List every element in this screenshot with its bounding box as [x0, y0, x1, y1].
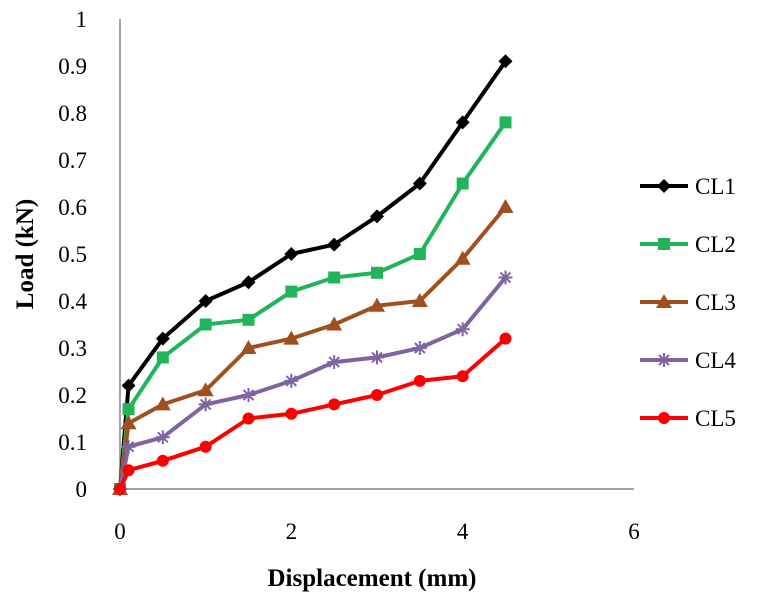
data-point [456, 177, 469, 190]
data-point [412, 341, 427, 355]
legend-label: CL5 [695, 406, 736, 431]
data-point [370, 209, 384, 224]
data-point [371, 389, 383, 401]
data-point [156, 454, 169, 467]
series-CL2 [114, 116, 512, 495]
series-line [118, 337, 507, 490]
y-tick-label: 0.5 [58, 242, 87, 267]
data-point [198, 397, 213, 412]
data-point [285, 407, 298, 420]
data-point [120, 415, 137, 430]
data-point [199, 318, 212, 331]
data-point [197, 382, 214, 397]
data-point [114, 483, 126, 495]
tick-labels: 0 0.1 0.2 0.3 0.4 0.5 0.6 0.7 0.8 0.9 1 0 2 4 6 [58, 7, 640, 544]
data-point [284, 373, 299, 388]
data-point [328, 271, 341, 284]
axes [119, 19, 634, 490]
legend-item: CL5 [640, 406, 736, 431]
data-point [454, 250, 471, 265]
legend-label: CL3 [695, 290, 736, 315]
series-CL1 [113, 54, 513, 496]
series-CL4 [113, 270, 513, 496]
data-point [199, 440, 212, 453]
data-point [455, 115, 470, 130]
data-point [456, 370, 469, 383]
data-point [411, 293, 428, 307]
x-tick-label: 0 [114, 519, 126, 544]
data-point [284, 247, 299, 261]
data-point [412, 176, 427, 191]
data-point [499, 116, 512, 129]
data-point [327, 237, 342, 252]
data-point [122, 403, 135, 416]
data-point [455, 322, 470, 337]
legend-item: CL2 [640, 232, 736, 257]
y-tick-label: 0.3 [58, 336, 87, 361]
data-point [328, 398, 341, 411]
x-tick-label: 4 [457, 519, 469, 544]
legend-marker [656, 294, 672, 308]
data-point [240, 340, 257, 354]
data-point [155, 430, 170, 445]
data-point [497, 199, 514, 213]
data-point [155, 331, 170, 346]
legend-marker [658, 238, 670, 250]
y-tick-label: 0.4 [58, 289, 87, 314]
legend-item: CL1 [640, 174, 736, 199]
legend-marker [657, 179, 671, 193]
data-point [241, 388, 256, 402]
data-point [198, 294, 213, 308]
data-point [326, 316, 343, 331]
data-point [156, 351, 169, 364]
data-point [370, 350, 384, 365]
data-point [121, 439, 136, 454]
data-point [371, 266, 383, 279]
y-tick-label: 0.8 [58, 101, 87, 126]
data-point [285, 285, 298, 298]
data-point [369, 297, 385, 312]
legend-label: CL1 [695, 174, 736, 199]
data-point [242, 313, 255, 326]
series-CL5 [114, 332, 512, 495]
data-point [413, 374, 426, 387]
data-point [122, 464, 135, 477]
y-tick-label: 0.6 [58, 195, 87, 220]
data-point [498, 54, 513, 69]
data-point [242, 412, 255, 425]
legend: CL1 CL2 CL3 CL4 CL5 [640, 174, 736, 431]
y-axis-label: Load (kN) [12, 199, 39, 309]
legend-label: CL2 [695, 232, 736, 257]
data-point [498, 270, 513, 285]
data-point [499, 332, 512, 345]
legend-marker [658, 412, 670, 424]
data-point [327, 355, 342, 370]
legend-marker [657, 353, 671, 367]
y-tick-label: 0.9 [58, 54, 87, 79]
data-point [241, 275, 256, 290]
series-CL3 [112, 199, 514, 495]
data-point [154, 396, 171, 411]
legend-label: CL4 [695, 348, 736, 373]
data-point [283, 330, 300, 345]
y-tick-label: 0.2 [58, 383, 87, 408]
x-tick-label: 2 [286, 519, 298, 544]
legend-item: CL3 [640, 290, 736, 315]
series-layer [112, 54, 514, 496]
data-point [121, 378, 136, 393]
x-tick-label: 6 [628, 519, 640, 544]
legend-item: CL4 [640, 348, 736, 373]
y-tick-label: 0 [76, 477, 88, 502]
y-tick-label: 0.1 [58, 430, 87, 455]
x-axis-label: Displacement (mm) [268, 565, 477, 592]
series-line [118, 121, 508, 490]
y-tick-label: 0.7 [58, 148, 87, 173]
data-point [413, 248, 426, 260]
y-tick-label: 1 [76, 7, 88, 32]
